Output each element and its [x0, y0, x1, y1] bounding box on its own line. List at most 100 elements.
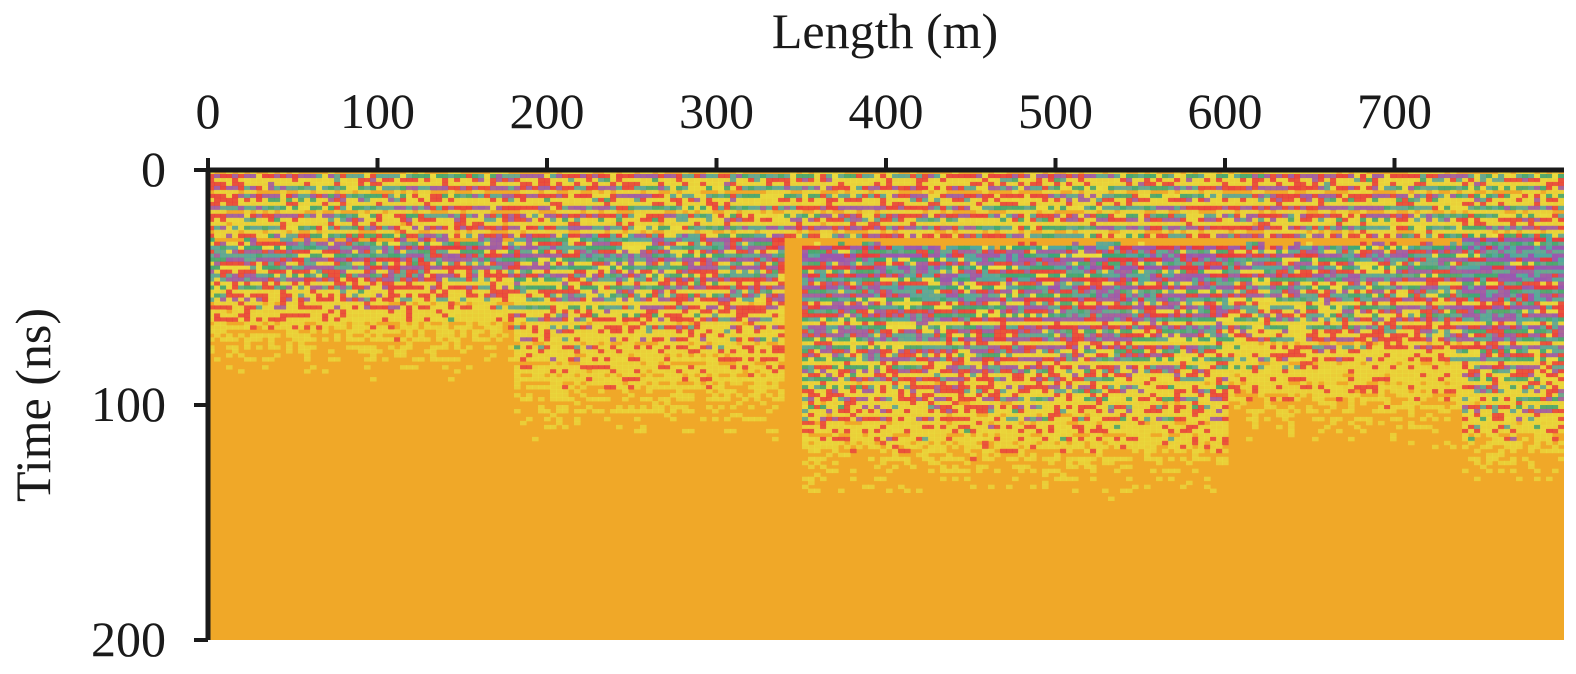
heatmap-cell	[556, 197, 563, 203]
heatmap-cell	[292, 245, 299, 251]
heatmap-cell	[346, 237, 353, 243]
heatmap-cell	[220, 225, 227, 231]
heatmap-cell	[766, 185, 773, 191]
heatmap-cell	[1498, 185, 1505, 191]
heatmap-cell	[424, 205, 431, 211]
heatmap-cell	[1288, 178, 1295, 183]
heatmap-cell	[748, 178, 755, 183]
heatmap-cell	[874, 197, 881, 203]
heatmap-cell	[1078, 261, 1085, 266]
heatmap-cell	[658, 241, 665, 247]
heatmap-cell	[604, 221, 611, 227]
heatmap-cell	[838, 197, 845, 203]
heatmap-cell	[1162, 193, 1169, 199]
heatmap-cell	[448, 261, 455, 266]
heatmap-cell	[664, 181, 671, 187]
heatmap-cell	[886, 181, 893, 187]
heatmap-cell	[226, 193, 233, 199]
heatmap-cell	[1342, 174, 1349, 179]
heatmap-cell	[1138, 209, 1145, 215]
heatmap-cell	[1216, 189, 1223, 195]
heatmap-cell	[490, 213, 497, 219]
heatmap-cell	[646, 229, 653, 235]
heatmap-cell	[1552, 193, 1559, 199]
heatmap-cell	[946, 209, 953, 215]
heatmap-cell	[844, 257, 851, 262]
heatmap-cell	[580, 261, 587, 266]
heatmap-cell	[1084, 174, 1091, 179]
heatmap-cell	[1162, 257, 1169, 262]
heatmap-cell	[1210, 261, 1217, 266]
heatmap-cell	[664, 261, 671, 266]
heatmap-cell	[1480, 245, 1487, 251]
heatmap-cell	[1210, 205, 1217, 211]
heatmap-cell	[568, 189, 575, 195]
heatmap-cell	[544, 205, 551, 211]
heatmap-cell	[790, 197, 797, 203]
heatmap-cell	[736, 241, 743, 247]
heatmap-cell	[460, 233, 467, 239]
heatmap-cell	[1438, 233, 1445, 239]
heatmap-cell	[1354, 178, 1361, 183]
heatmap-cell	[760, 237, 767, 243]
heatmap-cell	[1240, 217, 1247, 223]
heatmap-cell	[466, 213, 473, 219]
heatmap-cell	[676, 193, 683, 199]
heatmap-cell	[1222, 174, 1229, 179]
heatmap-cell	[1024, 257, 1031, 262]
heatmap-cell	[1318, 225, 1325, 231]
heatmap-cell	[1378, 205, 1385, 211]
heatmap-cell	[970, 253, 977, 258]
heatmap-cell	[880, 221, 887, 227]
heatmap-cell	[1372, 181, 1379, 187]
heatmap-cell	[490, 178, 497, 183]
heatmap-cell	[274, 241, 281, 247]
heatmap-cell	[994, 205, 1001, 211]
heatmap-cell	[772, 261, 779, 266]
heatmap-cell	[292, 249, 299, 255]
heatmap-cell	[1168, 189, 1175, 195]
heatmap-cell	[736, 261, 743, 266]
heatmap-cell	[1258, 189, 1265, 195]
heatmap-cell	[1504, 193, 1511, 199]
heatmap-cell	[1168, 233, 1175, 239]
heatmap-cell	[424, 241, 431, 247]
heatmap-cell	[484, 217, 491, 223]
heatmap-cell	[1402, 174, 1409, 179]
heatmap-cell	[1498, 245, 1505, 251]
heatmap-cell	[1186, 197, 1193, 203]
heatmap-cell	[1450, 213, 1457, 219]
heatmap-cell	[874, 217, 881, 223]
heatmap-cell	[1348, 249, 1355, 255]
heatmap-cell	[1270, 229, 1277, 235]
heatmap-cell	[868, 213, 875, 219]
heatmap-cell	[310, 249, 317, 255]
heatmap-cell	[724, 225, 731, 231]
heatmap-cell	[1546, 209, 1553, 215]
heatmap-cell	[466, 181, 473, 187]
heatmap-cell	[1156, 185, 1163, 191]
heatmap-cell	[694, 261, 701, 266]
heatmap-cell	[886, 189, 893, 195]
heatmap-cell	[1144, 253, 1151, 258]
heatmap-cell	[1402, 253, 1409, 258]
heatmap-cell	[802, 245, 809, 251]
heatmap-cell	[1180, 213, 1187, 219]
heatmap-cell	[1150, 225, 1157, 231]
heatmap-cell	[748, 197, 755, 203]
heatmap-cell	[904, 205, 911, 211]
heatmap-cell	[1240, 197, 1247, 203]
heatmap-cell	[418, 201, 425, 207]
heatmap-cell	[316, 225, 323, 231]
heatmap-cell	[1288, 205, 1295, 211]
heatmap-cell	[478, 213, 485, 219]
heatmap-cell	[1294, 241, 1301, 247]
heatmap-cell	[1018, 261, 1025, 266]
heatmap-cell	[940, 185, 947, 191]
heatmap-cell	[1270, 233, 1277, 239]
heatmap-cell	[1216, 209, 1223, 215]
heatmap-cell	[838, 257, 845, 262]
heatmap-cell	[676, 185, 683, 191]
heatmap-cell	[976, 217, 983, 223]
heatmap-cell	[628, 178, 635, 183]
